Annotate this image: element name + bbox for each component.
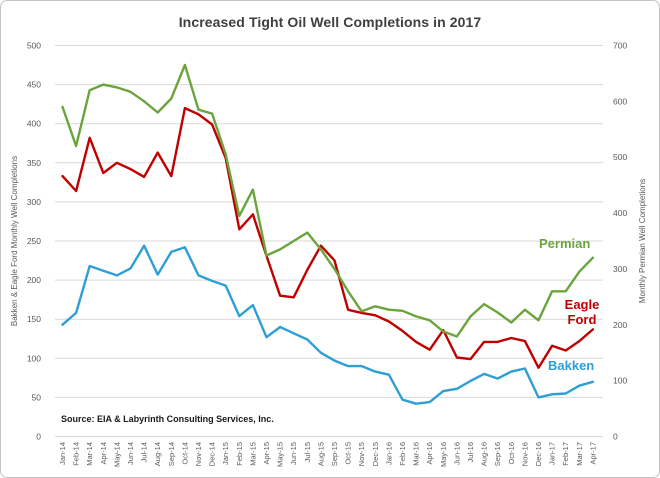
x-axis-tick: Jun-14	[126, 442, 135, 465]
x-axis-tick: Nov-16	[520, 442, 529, 466]
right-axis-tick: 700	[613, 40, 627, 50]
source-note: Source: EIA & Labyrinth Consulting Servi…	[61, 414, 274, 424]
legend-bakken-label: Bakken	[548, 358, 595, 373]
x-axis-tick: Mar-17	[575, 442, 584, 466]
left-axis-tick: 50	[32, 392, 42, 402]
right-axis-tick: 400	[613, 208, 627, 218]
x-axis-tick: Apr-16	[425, 442, 434, 465]
x-axis-tick: Apr-15	[262, 442, 271, 465]
x-axis-tick: Dec-14	[208, 442, 217, 466]
right-axis-title: Monthly Permian Well Completions	[638, 179, 647, 303]
x-axis-tick: Feb-14	[72, 442, 81, 466]
right-axis-tick: 300	[613, 264, 627, 274]
left-axis-tick: 200	[27, 275, 41, 285]
chart-title: Increased Tight Oil Well Completions in …	[178, 14, 482, 30]
x-axis-tick: Feb-15	[235, 442, 244, 466]
x-axis-tick: Apr-17	[588, 442, 597, 465]
permian-line	[61, 63, 595, 338]
left-axis-tick: 500	[27, 41, 41, 51]
right-axis-tick: 500	[613, 152, 627, 162]
x-axis-tick: Oct-16	[507, 442, 516, 465]
x-axis-tick: Mar-16	[412, 442, 421, 466]
x-axis-tick: Feb-16	[398, 442, 407, 466]
legend-permian-label: Permian	[539, 236, 591, 251]
left-axis-title: Bakken & Eagle Ford Monthly Well Complet…	[10, 156, 19, 326]
eagle-ford-line	[61, 106, 595, 369]
x-axis-tick: Dec-16	[534, 442, 543, 466]
right-axis-tick: 0	[613, 432, 618, 442]
x-axis-tick: Aug-14	[153, 442, 162, 466]
x-axis-tick: Sep-15	[330, 442, 339, 466]
x-axis-tick: May-15	[276, 442, 285, 467]
x-axis-tick: Jul-14	[140, 442, 149, 462]
x-axis-tick: Jun-16	[452, 442, 461, 465]
x-axis-tick: Jan-16	[384, 442, 393, 465]
right-axis-tick: 200	[613, 320, 627, 330]
x-axis-tick: Mar-15	[248, 442, 257, 466]
x-axis-tick: Jan-17	[548, 442, 557, 465]
x-axis-tick: Mar-14	[85, 442, 94, 466]
x-axis-tick: Jan-15	[221, 442, 230, 465]
x-axis-tick: Aug-16	[480, 442, 489, 466]
x-axis-tick: Dec-15	[371, 442, 380, 466]
x-axis-tick: Jul-16	[466, 442, 475, 462]
bakken-line	[61, 244, 595, 405]
left-axis-tick: 0	[36, 432, 41, 442]
x-axis-tick: Sep-14	[167, 442, 176, 466]
x-axis-tick: Jul-15	[303, 442, 312, 462]
x-axis-tick: Sep-16	[493, 442, 502, 466]
x-axis-tick: Oct-14	[180, 442, 189, 465]
right-axis-tick: 100	[613, 376, 627, 386]
x-axis-tick: Feb-17	[561, 442, 570, 466]
x-axis-tick: Nov-15	[357, 442, 366, 466]
left-axis-tick: 450	[27, 80, 41, 90]
x-axis-tick: Apr-14	[99, 442, 108, 465]
left-axis-tick: 150	[27, 314, 41, 324]
left-axis-tick: 100	[27, 353, 41, 363]
left-axis-tick: 400	[27, 119, 41, 129]
left-axis-tick: 250	[27, 236, 41, 246]
x-axis-tick: Aug-15	[316, 442, 325, 466]
x-axis-tick: Oct-15	[344, 442, 353, 465]
right-axis-tick: 600	[613, 96, 627, 106]
legend-eagle-ford-label: Eagle Ford	[564, 297, 600, 327]
left-axis-tick: 300	[27, 197, 41, 207]
x-axis-tick: May-14	[112, 442, 121, 467]
left-axis-tick: 350	[27, 158, 41, 168]
x-axis-tick: Jan-14	[58, 442, 67, 465]
x-axis-tick: Jun-15	[289, 442, 298, 465]
x-axis-tick: Nov-14	[194, 442, 203, 466]
x-axis-tick: May-16	[439, 442, 448, 467]
